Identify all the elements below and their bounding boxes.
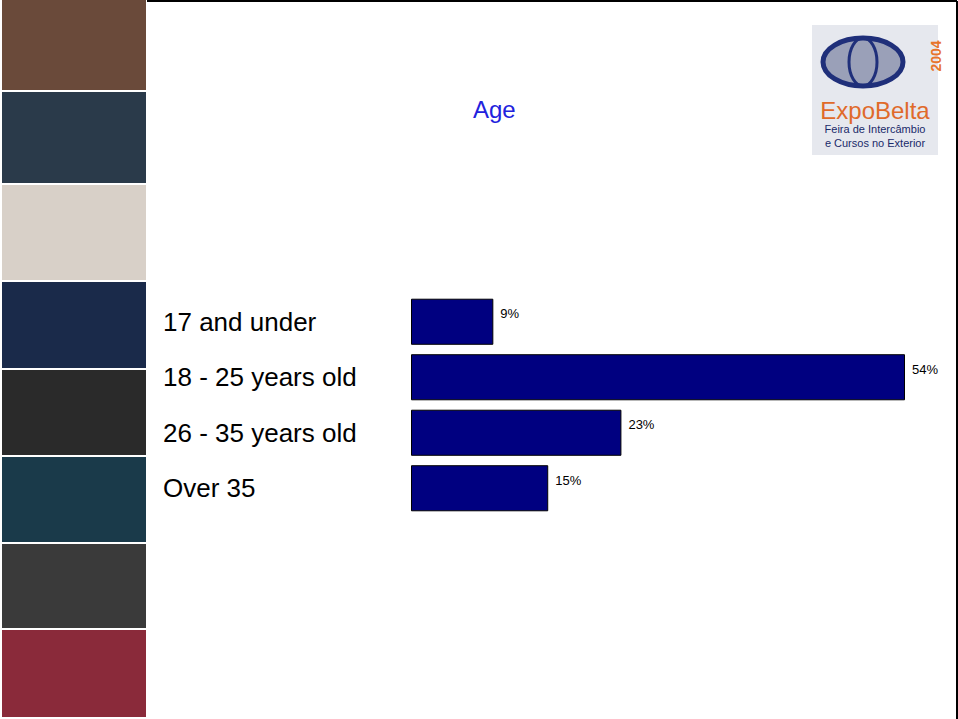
svg-text:17 and under: 17 and under [163,307,317,337]
svg-text:e Cursos no Exterior: e Cursos no Exterior [825,137,926,149]
svg-text:18 - 25 years old: 18 - 25 years old [163,362,357,392]
svg-text:54%: 54% [912,362,938,377]
svg-text:2004: 2004 [928,40,944,71]
svg-text:Feira de Intercâmbio: Feira de Intercâmbio [825,123,926,135]
svg-text:15%: 15% [555,473,581,488]
svg-text:23%: 23% [628,417,654,432]
svg-text:Over 35: Over 35 [163,473,256,503]
svg-text:26 - 35 years old: 26 - 35 years old [163,418,357,448]
svg-text:9%: 9% [500,306,519,321]
svg-text:ExpoBelta: ExpoBelta [820,97,930,124]
svg-text:Age: Age [473,96,516,123]
